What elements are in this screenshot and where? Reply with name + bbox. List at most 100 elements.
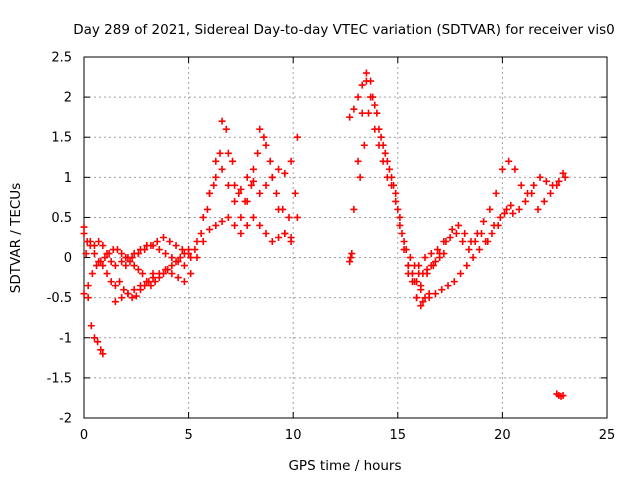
data-point bbox=[134, 250, 142, 258]
data-point bbox=[237, 229, 245, 237]
data-point bbox=[275, 165, 283, 173]
data-point bbox=[346, 258, 354, 266]
data-point bbox=[398, 229, 406, 237]
data-point bbox=[425, 294, 433, 302]
data-point bbox=[505, 157, 513, 165]
data-point bbox=[84, 282, 92, 290]
data-point bbox=[431, 290, 439, 298]
data-point bbox=[362, 77, 370, 85]
data-point bbox=[377, 133, 385, 141]
data-point bbox=[80, 290, 88, 298]
data-point bbox=[452, 229, 460, 237]
data-point bbox=[260, 133, 268, 141]
data-point bbox=[90, 242, 98, 250]
y-tick-label: 0.5 bbox=[51, 211, 72, 226]
data-point bbox=[155, 270, 163, 278]
series-track-m bbox=[413, 201, 515, 306]
data-point bbox=[559, 392, 567, 400]
data-point bbox=[480, 217, 488, 225]
data-point bbox=[174, 258, 182, 266]
data-point bbox=[383, 173, 391, 181]
data-point bbox=[80, 223, 88, 231]
data-point bbox=[465, 246, 473, 254]
data-point bbox=[423, 270, 431, 278]
data-point bbox=[93, 262, 101, 270]
data-point bbox=[381, 149, 389, 157]
data-point bbox=[346, 113, 354, 121]
data-point bbox=[90, 250, 98, 258]
data-point bbox=[180, 278, 188, 286]
x-tick-label: 0 bbox=[80, 428, 88, 443]
data-point bbox=[392, 189, 400, 197]
data-point bbox=[222, 125, 230, 133]
data-point bbox=[503, 205, 511, 213]
y-tick-label: 1 bbox=[64, 171, 72, 186]
data-point bbox=[498, 165, 506, 173]
data-point bbox=[427, 250, 435, 258]
data-point bbox=[459, 238, 467, 246]
data-point bbox=[446, 234, 454, 241]
series-track-g bbox=[206, 117, 301, 246]
data-point bbox=[262, 141, 270, 149]
data-point bbox=[394, 205, 402, 213]
data-point bbox=[99, 262, 107, 270]
data-point bbox=[496, 213, 504, 221]
data-point bbox=[174, 274, 182, 282]
y-tick-label: 2 bbox=[64, 91, 72, 106]
data-point bbox=[404, 262, 412, 270]
data-point bbox=[272, 189, 280, 197]
y-tick-label: 0 bbox=[64, 251, 72, 266]
data-point bbox=[287, 157, 295, 165]
data-point bbox=[128, 254, 136, 262]
data-point bbox=[417, 302, 425, 310]
data-point bbox=[218, 217, 226, 225]
data-point bbox=[247, 181, 255, 189]
data-point bbox=[224, 181, 232, 189]
data-point bbox=[415, 262, 423, 270]
x-tick-label: 25 bbox=[599, 428, 616, 443]
data-point bbox=[268, 173, 276, 181]
data-point bbox=[521, 197, 529, 205]
data-point bbox=[507, 201, 515, 209]
data-point bbox=[87, 322, 95, 330]
data-point bbox=[392, 197, 400, 205]
data-point bbox=[130, 286, 138, 294]
data-point bbox=[256, 125, 264, 133]
data-point bbox=[488, 229, 496, 237]
data-point bbox=[124, 290, 132, 298]
data-point bbox=[155, 246, 163, 254]
data-point bbox=[358, 81, 366, 89]
data-point bbox=[187, 254, 195, 262]
data-point bbox=[101, 254, 109, 262]
data-point bbox=[249, 165, 257, 173]
data-point bbox=[206, 225, 214, 233]
data-point bbox=[482, 238, 490, 246]
data-point bbox=[350, 105, 358, 113]
data-point bbox=[419, 298, 427, 306]
data-point bbox=[229, 157, 237, 165]
series-track-o bbox=[553, 390, 567, 400]
data-point bbox=[118, 294, 126, 302]
data-point bbox=[254, 149, 262, 157]
data-point bbox=[180, 262, 188, 270]
data-point bbox=[494, 221, 502, 229]
data-point bbox=[471, 238, 479, 246]
data-point bbox=[128, 294, 136, 302]
chart-title: Day 289 of 2021, Sidereal Day-to-day VTE… bbox=[73, 22, 615, 38]
data-point bbox=[235, 189, 243, 197]
data-point bbox=[469, 254, 477, 262]
data-point bbox=[417, 282, 425, 290]
data-point bbox=[454, 221, 462, 229]
data-point bbox=[379, 157, 387, 165]
data-point bbox=[237, 185, 245, 193]
data-point bbox=[371, 101, 379, 109]
data-point bbox=[88, 270, 96, 278]
data-point bbox=[293, 213, 301, 221]
data-point bbox=[444, 282, 452, 290]
data-point bbox=[281, 169, 289, 177]
data-point bbox=[212, 157, 220, 165]
data-point bbox=[559, 169, 567, 177]
data-point bbox=[147, 242, 155, 250]
data-point bbox=[365, 109, 373, 117]
data-point bbox=[224, 213, 232, 221]
